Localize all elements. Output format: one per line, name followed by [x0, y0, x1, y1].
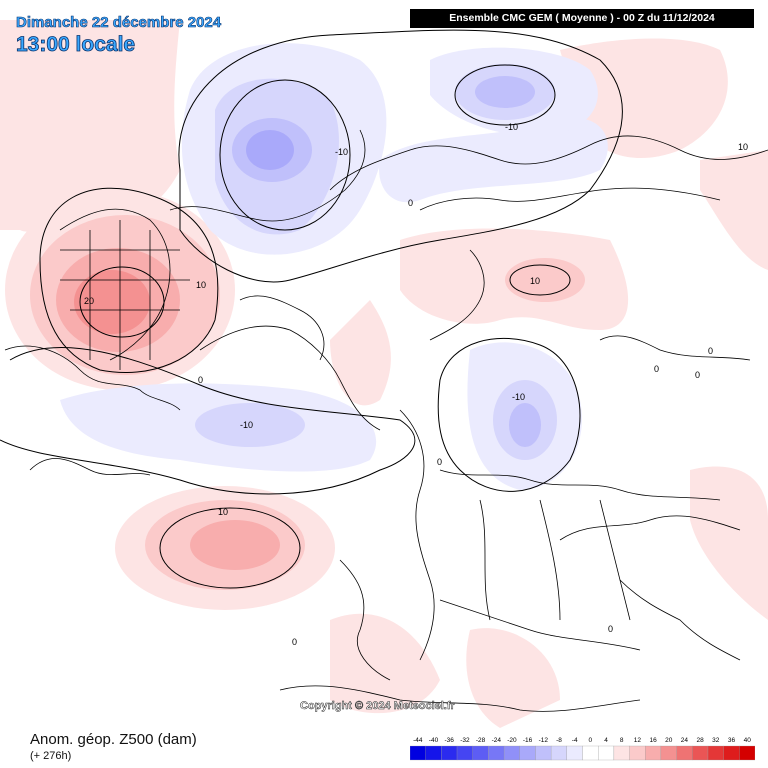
contour-label: 0 — [408, 198, 413, 208]
contour-label: 10 — [530, 276, 540, 286]
legend-swatch — [629, 745, 646, 761]
legend-tick-label: -12 — [539, 737, 549, 744]
contour-label: 20 — [84, 296, 94, 306]
legend-tick-label: -28 — [476, 737, 486, 744]
legend-tick-label: 4 — [604, 737, 608, 744]
contour-label: 0 — [292, 637, 297, 647]
contour-label: 0 — [608, 624, 613, 634]
forecast-date-title: Dimanche 22 décembre 2024 — [16, 14, 222, 32]
legend-tick-label: 16 — [649, 737, 657, 744]
contour-label: -10 — [335, 147, 348, 157]
legend-tick-label: -4 — [572, 737, 578, 744]
copyright-text: Copyright © 2024 Meteociel.fr — [300, 700, 455, 713]
legend-swatch — [441, 745, 458, 761]
legend-swatch — [707, 745, 724, 761]
legend-swatch — [535, 745, 552, 761]
legend-tick-label: -16 — [523, 737, 533, 744]
legend-swatch — [566, 745, 583, 761]
legend-swatch — [645, 745, 662, 761]
model-run-title: Ensemble CMC GEM ( Moyenne ) - 00 Z du 1… — [410, 9, 754, 28]
contour-label: 0 — [437, 457, 442, 467]
legend-swatch — [472, 745, 489, 761]
coastlines — [4, 129, 768, 712]
legend-tick-label: 20 — [665, 737, 673, 744]
legend-swatch — [503, 745, 520, 761]
contour-label: 10 — [218, 507, 228, 517]
legend-tick-label: -32 — [460, 737, 470, 744]
contour-label: 0 — [654, 364, 659, 374]
legend-swatch — [519, 745, 536, 761]
contour-label: 10 — [738, 142, 748, 152]
anomaly-map: -10 -10 -10 0 10 20 10 0 -10 10 0 10 0 0… — [0, 20, 768, 728]
legend-swatch — [550, 745, 567, 761]
contour-lines — [0, 29, 623, 589]
legend-swatch — [582, 745, 599, 761]
legend-swatch — [613, 745, 630, 761]
legend-tick-label: 0 — [588, 737, 592, 744]
legend-swatch — [723, 745, 740, 761]
legend-tick-label: -8 — [556, 737, 562, 744]
legend-swatch — [660, 745, 677, 761]
contour-label: 0 — [198, 375, 203, 385]
contour-label-group: -10 -10 -10 0 10 20 10 0 -10 10 0 10 0 0… — [84, 122, 748, 647]
contour-label: 10 — [196, 280, 206, 290]
legend-swatch — [488, 745, 505, 761]
variable-title: Anom. géop. Z500 (dam) — [30, 731, 197, 748]
legend-swatch — [410, 745, 426, 761]
contour-label: -10 — [512, 392, 525, 402]
legend-swatch — [425, 745, 442, 761]
forecast-time-title: 13:00 locale — [16, 33, 136, 57]
legend-tick-label: 32 — [712, 737, 720, 744]
legend-tick-label: -20 — [507, 737, 517, 744]
legend-tick-label: 28 — [696, 737, 704, 744]
contour-label: -10 — [240, 420, 253, 430]
contour-label: 0 — [708, 346, 713, 356]
legend-swatch — [739, 745, 755, 761]
legend-swatch — [676, 745, 693, 761]
legend-tick-label: 24 — [681, 737, 689, 744]
legend-swatch — [456, 745, 473, 761]
positive-anomaly-shading — [0, 20, 768, 728]
legend-swatch — [692, 745, 709, 761]
legend-tick-label: -44 — [413, 737, 423, 744]
contour-label: -10 — [505, 122, 518, 132]
color-scale-legend: -44 -40 -36 -32 -28 -24 -20 -16 -12 -8 -4 0 4 8 12 16 20… — [410, 737, 755, 761]
legend-tick-label: -40 — [429, 737, 439, 744]
negative-anomaly-shading — [60, 43, 608, 490]
legend-tick-label: -24 — [492, 737, 502, 744]
legend-tick-label: 40 — [744, 737, 752, 744]
legend-tick-label: 8 — [620, 737, 624, 744]
contour-label: 0 — [695, 370, 700, 380]
legend-tick-label: -36 — [444, 737, 454, 744]
legend-swatch — [598, 745, 615, 761]
legend-tick-label: 36 — [728, 737, 736, 744]
legend-tick-label: 12 — [634, 737, 642, 744]
lead-time-label: (+ 276h) — [30, 750, 72, 762]
